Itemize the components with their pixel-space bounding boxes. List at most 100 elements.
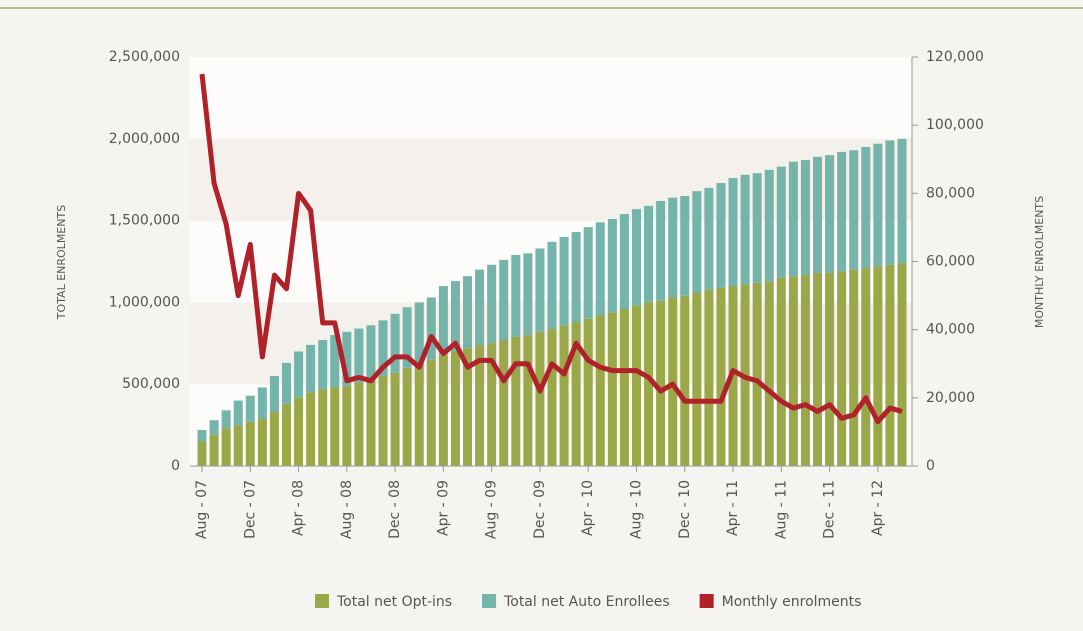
bar (559, 236, 569, 326)
bar (716, 182, 726, 288)
bar (475, 344, 485, 466)
bar (752, 173, 762, 283)
bar (728, 178, 738, 287)
y2-tick-label: 40,000 (926, 322, 975, 338)
bar (752, 282, 762, 466)
bar (764, 281, 774, 466)
bar (306, 344, 316, 393)
bar (487, 343, 497, 466)
bar (330, 335, 340, 388)
bar (559, 325, 569, 466)
bar (438, 354, 448, 466)
x-tick-label: Aug - 11 (773, 480, 789, 539)
bar (294, 351, 304, 398)
bar (342, 385, 352, 466)
bar (631, 209, 641, 306)
bar (378, 320, 388, 377)
bar (704, 289, 714, 466)
bar (800, 160, 810, 275)
bar (764, 169, 774, 282)
bar (450, 351, 460, 466)
bar (499, 259, 509, 341)
bar (837, 151, 847, 272)
bar (776, 166, 786, 278)
bar (390, 313, 400, 373)
bar (535, 331, 545, 466)
bar (535, 248, 545, 332)
legend-label: Total net Auto Enrollees (503, 594, 670, 610)
bar (245, 421, 255, 466)
line (199, 73, 903, 425)
bar (813, 272, 823, 466)
bar (644, 302, 654, 466)
bar (414, 302, 424, 363)
x-tick-label: Apr - 11 (725, 480, 741, 536)
x-tick-label: Dec - 07 (242, 480, 258, 539)
bar (873, 143, 883, 267)
x-tick-label: Aug - 07 (194, 480, 210, 539)
bar (788, 161, 798, 277)
legend-swatch (315, 594, 329, 608)
bar (450, 281, 460, 352)
legend-label: Total net Opt-ins (336, 594, 452, 610)
bar (330, 387, 340, 466)
x-tick-label: Aug - 08 (339, 480, 355, 539)
x-tick-label: Aug - 09 (484, 480, 500, 539)
bar (281, 362, 291, 404)
y-tick-label: 1,000,000 (109, 294, 180, 310)
bar (257, 387, 267, 419)
bar (233, 425, 243, 466)
x-tick-label: Apr - 09 (435, 480, 451, 536)
y-tick-label: 500,000 (122, 376, 180, 392)
y2-tick-label: 80,000 (926, 185, 975, 201)
bar (849, 150, 859, 270)
bar (463, 348, 473, 466)
bar (825, 155, 835, 273)
bar (426, 297, 436, 360)
bar (269, 412, 279, 466)
bar (487, 264, 497, 344)
y-tick-label: 2,000,000 (109, 131, 180, 147)
bar (342, 331, 352, 386)
bar (318, 389, 328, 466)
bar (499, 340, 509, 466)
bar (426, 359, 436, 466)
bar (692, 292, 702, 466)
bar (197, 430, 207, 442)
y2-tick-label: 60,000 (926, 254, 975, 270)
bar (378, 376, 388, 466)
bar (716, 287, 726, 466)
bar (571, 322, 581, 466)
bar (402, 307, 412, 368)
y2-tick-label: 120,000 (926, 49, 984, 65)
bar (209, 434, 219, 466)
y-tick-label: 0 (171, 458, 180, 474)
bar (209, 420, 219, 435)
bar (245, 395, 255, 422)
bar (631, 305, 641, 466)
bar (656, 300, 666, 466)
bar (269, 376, 279, 413)
bar (607, 218, 617, 313)
bar (463, 276, 473, 349)
bar (692, 191, 702, 293)
bar (776, 277, 786, 466)
bar (523, 335, 533, 466)
bar (680, 196, 690, 296)
bar (197, 441, 207, 466)
x-tick-label: Dec - 09 (532, 480, 548, 539)
bar (294, 397, 304, 466)
bar (414, 362, 424, 466)
bar (475, 269, 485, 345)
bar (366, 325, 376, 380)
y-axis-title: TOTAL ENROLMENTS (55, 205, 68, 320)
bar (825, 272, 835, 466)
bar (897, 138, 907, 264)
y-tick-label: 1,500,000 (109, 213, 180, 229)
legend-swatch (482, 594, 497, 608)
y2-tick-label: 100,000 (926, 117, 984, 133)
legend-label: Monthly enrolments (722, 594, 862, 610)
bar (656, 200, 666, 301)
x-tick-label: Apr - 12 (870, 480, 886, 536)
